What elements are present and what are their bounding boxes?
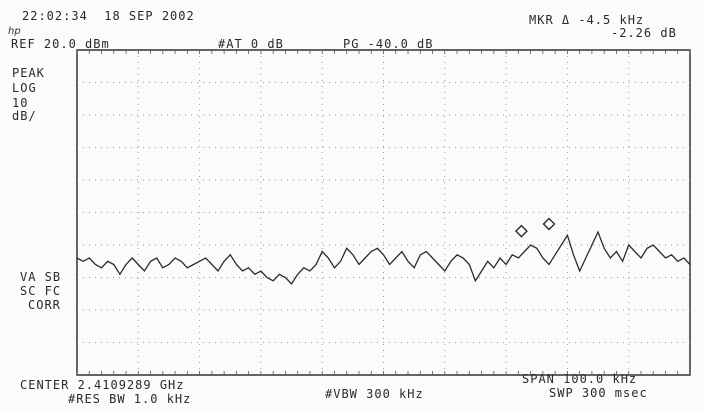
marker-diamond-1 xyxy=(514,224,528,238)
scale-unit: dB/ xyxy=(12,109,37,123)
resolution-bandwidth: #RES BW 1.0 kHz xyxy=(68,392,192,406)
reference-level: REF 20.0 dBm xyxy=(11,37,110,51)
preamp-gain: PG -40.0 dB xyxy=(343,37,434,51)
video-bandwidth: #VBW 300 kHz xyxy=(325,387,424,401)
sc-fc-indicator: SC FC xyxy=(20,284,62,298)
corr-indicator: CORR xyxy=(28,298,61,312)
scale-type: LOG xyxy=(12,81,37,95)
scale-value: 10 xyxy=(12,96,29,110)
sweep-time: SWP 300 msec xyxy=(549,386,648,400)
attenuation: #AT 0 dB xyxy=(218,37,284,51)
spectrum-trace xyxy=(76,230,691,286)
hp-logo: hp xyxy=(8,26,21,37)
graticule-grid xyxy=(77,50,690,375)
timestamp: 22:02:34 18 SEP 2002 xyxy=(22,9,195,23)
marker-diamond-2 xyxy=(542,217,556,231)
marker-delta-amplitude: -2.26 dB xyxy=(611,26,677,40)
frequency-span: SPAN 100.0 kHz xyxy=(522,372,638,386)
center-frequency: CENTER 2.4109289 GHz xyxy=(20,378,185,392)
va-sb-indicator: VA SB xyxy=(20,270,62,284)
detector-mode: PEAK xyxy=(12,66,45,80)
marker-group xyxy=(514,217,556,238)
marker-delta-frequency: MKR Δ -4.5 kHz xyxy=(529,13,645,27)
graticule-ticks xyxy=(76,50,691,375)
